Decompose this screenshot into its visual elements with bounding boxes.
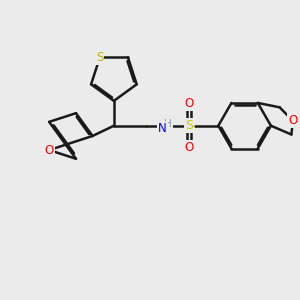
Text: S: S	[185, 119, 193, 132]
Text: S: S	[96, 51, 103, 64]
Text: H: H	[164, 119, 172, 129]
Text: O: O	[44, 144, 54, 157]
Text: O: O	[184, 97, 194, 110]
Text: N: N	[158, 122, 167, 135]
Text: O: O	[288, 114, 298, 128]
Text: O: O	[184, 141, 194, 154]
